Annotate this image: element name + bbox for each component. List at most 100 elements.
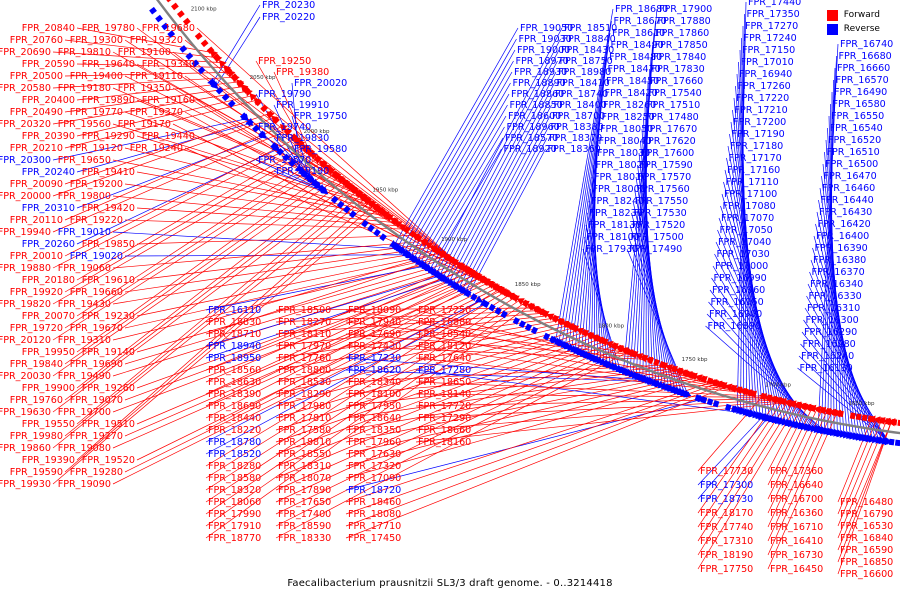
- gene-label: FPR_19560: [58, 119, 111, 130]
- gene-block: [300, 170, 309, 178]
- gene-block: [433, 270, 442, 279]
- gene-block: [640, 375, 647, 383]
- gene-block: [414, 234, 423, 242]
- gene-label: FPR_18740: [555, 89, 608, 100]
- gene-arrow: [424, 242, 433, 250]
- gene-label: FPR_19820: [0, 299, 51, 310]
- gene-label: FPR_19940: [0, 227, 51, 238]
- gene-label: FPR_16640: [770, 480, 823, 491]
- gene-label: FPR_16960: [712, 285, 765, 296]
- gene-arrow: [516, 298, 525, 306]
- leader-line: [697, 416, 763, 486]
- gene-block: [797, 422, 804, 430]
- leader-line: [422, 126, 505, 266]
- gene-label: FPR_16300: [806, 315, 859, 326]
- gene-label: FPR_18780: [208, 437, 261, 448]
- gene-label: FPR_18920: [504, 144, 557, 155]
- gene-block: [191, 59, 200, 68]
- leader-line: [767, 410, 828, 542]
- gene-label: FPR_17180: [730, 141, 783, 152]
- leader-line: [64, 113, 270, 185]
- gene-block: [165, 0, 173, 3]
- gene-label: FPR_17480: [646, 112, 699, 123]
- gene-block: [171, 2, 179, 11]
- leader-line: [64, 99, 257, 149]
- gene-label: FPR_18090: [348, 305, 401, 316]
- leader-line: [196, 135, 500, 289]
- gene-label: FPR_17280: [418, 365, 471, 376]
- leader-line: [415, 333, 743, 392]
- gene-label: FPR_19590: [10, 467, 63, 478]
- gene-label: FPR_18700: [552, 111, 605, 122]
- gene-block: [500, 310, 508, 319]
- scale-tick-label: 2050 kbp: [250, 75, 276, 81]
- leader-line: [76, 169, 331, 353]
- gene-label: FPR_18850: [510, 100, 563, 111]
- gene-label: FPR_17360: [770, 466, 823, 477]
- gene-label: FPR_17080: [723, 201, 776, 212]
- gene-label: FPR_19860: [0, 443, 51, 454]
- leader-line: [345, 366, 669, 395]
- gene-block: [652, 379, 659, 388]
- leader-line: [818, 199, 861, 438]
- gene-label: FPR_18170: [700, 508, 753, 519]
- gene-label: FPR_18960: [507, 122, 560, 133]
- gene-block: [611, 342, 619, 350]
- leader-line: [112, 249, 437, 305]
- gene-label: FPR_18130: [588, 220, 641, 231]
- gene-label: FPR_19890: [82, 95, 135, 106]
- leader-line: [205, 255, 446, 335]
- gene-label: FPR_17260: [738, 81, 791, 92]
- gene-label: FPR_16840: [840, 533, 893, 544]
- gene-label: FPR_18770: [208, 533, 261, 544]
- leader-line: [136, 269, 468, 389]
- map-caption: Faecalibacterium prausnitzii SL3/3 draft…: [287, 578, 613, 589]
- leader-line: [564, 44, 609, 346]
- gene-label: FPR_16450: [770, 564, 823, 575]
- gene-block: [539, 308, 548, 317]
- leader-line: [590, 140, 597, 358]
- gene-label: FPR_18600: [508, 111, 561, 122]
- leader-line: [345, 381, 714, 503]
- gene-label: FPR_19390: [22, 455, 75, 466]
- gene-block: [276, 148, 285, 156]
- leader-line: [724, 169, 783, 422]
- gene-block: [318, 185, 327, 194]
- leader-line: [273, 104, 307, 176]
- leader-line: [52, 76, 235, 89]
- gene-label: FPR_17530: [634, 208, 687, 219]
- gene-block: [482, 300, 490, 309]
- gene-label: FPR_19690: [70, 359, 123, 370]
- gene-block: [593, 334, 601, 342]
- gene-label: FPR_19110: [130, 71, 183, 82]
- leader-line: [400, 49, 516, 250]
- gene-label: FPR_18110: [278, 329, 331, 340]
- gene-label: FPR_19250: [258, 56, 311, 67]
- leader-line: [215, 16, 261, 87]
- gene-label: FPR_18690: [208, 401, 261, 412]
- gene-label: FPR_18640: [348, 413, 401, 424]
- gene-label: FPR_18950: [208, 353, 261, 364]
- leader-line: [275, 329, 580, 419]
- gene-label: FPR_18670: [614, 16, 667, 27]
- gene-label: FPR_18420: [605, 88, 658, 99]
- gene-block: [367, 224, 375, 233]
- gene-block: [492, 282, 500, 291]
- gene-label: FPR_19980: [10, 431, 63, 442]
- gene-label: FPR_17450: [348, 533, 401, 544]
- gene-label: FPR_20760: [10, 35, 63, 46]
- forward-swatch: [826, 9, 838, 21]
- gene-label: FPR_18310: [278, 461, 331, 472]
- gene-block: [791, 421, 798, 429]
- leader-line: [255, 60, 308, 150]
- gene-label: FPR_18010: [594, 172, 647, 183]
- leader-line: [64, 150, 309, 293]
- gene-block: [197, 66, 206, 75]
- leader-line: [205, 300, 481, 443]
- leader-line: [184, 147, 504, 292]
- gene-block: [599, 336, 607, 345]
- gene-label: FPR_19640: [82, 59, 135, 70]
- gene-label: FPR_16900: [709, 309, 762, 320]
- gene-label: FPR_16280: [803, 339, 856, 350]
- leader-line: [205, 302, 525, 527]
